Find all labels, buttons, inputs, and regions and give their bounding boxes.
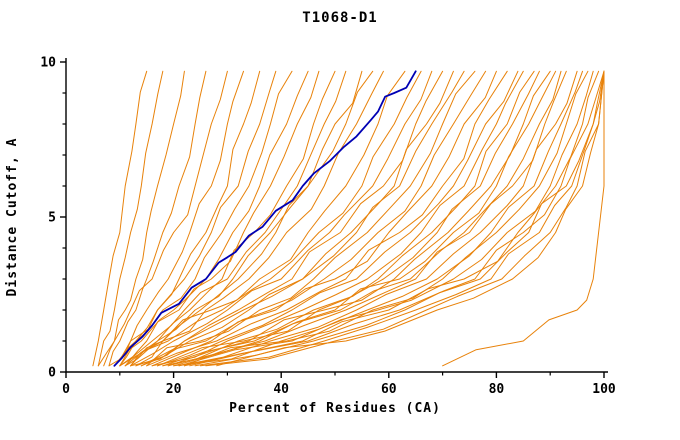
model-curve xyxy=(119,70,261,367)
model-curve xyxy=(151,70,524,367)
model-curve xyxy=(140,70,487,367)
x-tick-label: 20 xyxy=(166,382,182,397)
model-curve xyxy=(200,70,605,367)
model-curve xyxy=(178,70,594,367)
model-curve xyxy=(183,70,605,367)
model-curve xyxy=(113,70,293,367)
axis-lines xyxy=(65,58,608,373)
model-curve xyxy=(124,70,320,367)
model-curve xyxy=(108,70,277,367)
model-curve xyxy=(119,70,347,367)
model-curve xyxy=(216,70,605,367)
y-axis-label: Distance Cutoff, A xyxy=(5,138,20,297)
model-curve xyxy=(442,70,605,367)
model-curve xyxy=(183,70,589,367)
y-tick-label: 5 xyxy=(48,211,56,226)
model-curve xyxy=(167,70,567,367)
model-curve xyxy=(146,70,508,367)
model-curve xyxy=(157,70,540,367)
model-curve xyxy=(162,70,557,367)
model-curve xyxy=(97,70,164,367)
axis-ticks-group xyxy=(60,61,605,378)
model-curve xyxy=(173,70,583,367)
model-curve xyxy=(97,70,228,367)
model-curve xyxy=(151,70,497,367)
x-tick-label: 40 xyxy=(273,382,289,397)
model-curve xyxy=(130,70,384,367)
x-tick-label: 60 xyxy=(381,382,397,397)
model-curve xyxy=(130,70,433,367)
model-curve xyxy=(162,70,535,367)
y-tick-label: 10 xyxy=(40,56,56,71)
x-tick-label: 80 xyxy=(489,382,505,397)
model-curve xyxy=(135,70,444,367)
model-curve xyxy=(92,70,148,367)
model-curve xyxy=(119,70,309,367)
highlight-curve-group xyxy=(113,70,417,367)
model-curve xyxy=(194,70,605,367)
model-curve xyxy=(124,70,422,367)
model-curve xyxy=(119,70,406,367)
model-curve xyxy=(205,70,605,367)
model-curve xyxy=(113,70,244,367)
x-tick-label: 100 xyxy=(592,382,616,397)
model-curve xyxy=(124,70,374,367)
x-axis-label: Percent of Residues (CA) xyxy=(229,401,441,416)
model-curves-group xyxy=(92,70,605,367)
model-curve xyxy=(140,70,454,367)
model-curve xyxy=(178,70,578,367)
model-curve xyxy=(130,70,465,367)
chart-title: T1068-D1 xyxy=(302,10,377,26)
model-curve xyxy=(167,70,551,367)
model-curve xyxy=(108,70,207,367)
highlight-curve xyxy=(113,70,417,367)
model-curve xyxy=(157,70,519,367)
model-curve xyxy=(146,70,476,367)
model-curve xyxy=(103,70,185,367)
model-curve xyxy=(130,70,336,367)
x-tick-label: 0 xyxy=(62,382,70,397)
model-curve xyxy=(173,70,562,367)
tick-labels-group: 0 20 40 60 80 100 0 5 10 xyxy=(40,56,616,398)
y-tick-label: 0 xyxy=(48,366,56,381)
